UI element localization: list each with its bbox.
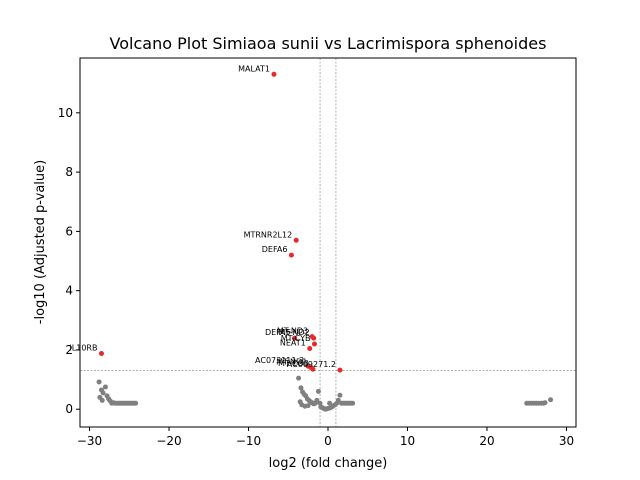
x-axis: −30 −20 −10 0 10 20 30 — [77, 427, 574, 448]
x-tick-label: −10 — [236, 434, 261, 448]
nonsignificant-point — [337, 392, 343, 398]
point-label: DEFA5 — [265, 328, 291, 337]
nonsignificant-point — [296, 375, 302, 381]
x-tick-label: 0 — [324, 434, 332, 448]
y-tick-label: 4 — [65, 284, 73, 298]
y-tick-label: 10 — [58, 106, 73, 120]
point-label: DEFA6 — [262, 245, 288, 254]
significant-point — [292, 335, 298, 341]
point-label: IL10RB — [69, 343, 97, 352]
significant-point — [293, 237, 299, 243]
point-label: MTRNR2L12 — [244, 230, 293, 239]
significant-point — [307, 345, 313, 351]
nonsignificant-point — [305, 403, 311, 409]
significant-point — [98, 350, 104, 356]
significant-point — [288, 252, 294, 258]
x-tick-label: −20 — [156, 434, 181, 448]
point-label: AC073111.3 — [255, 356, 304, 365]
point-label: NEAT1 — [280, 338, 306, 347]
nonsignificant-point — [314, 397, 320, 403]
significant-point — [310, 366, 316, 372]
nonsignificant-point — [102, 384, 108, 390]
point-label: MT-CO3 — [278, 359, 309, 368]
x-axis-label: log2 (fold change) — [269, 456, 388, 471]
y-axis: 0 2 4 6 8 10 — [58, 106, 80, 416]
x-tick-label: 10 — [400, 434, 415, 448]
nonsignificant-point — [133, 400, 139, 406]
y-tick-label: 8 — [65, 165, 73, 179]
significant-point — [271, 71, 277, 77]
nonsignificant-point — [298, 385, 304, 391]
chart-title: Volcano Plot Simiaoa sunii vs Lacrimispo… — [110, 34, 547, 53]
nonsignificant-point — [96, 379, 102, 385]
point-label: MT-ND2 — [279, 328, 310, 337]
nonsignificant-point — [99, 397, 105, 403]
nonsignificant-point — [100, 390, 106, 396]
nonsignificant-point — [315, 388, 321, 394]
x-tick-label: 30 — [559, 434, 574, 448]
nonsignificant-point — [548, 397, 554, 403]
plot-area: MALAT1 MTRNR2L12 DEFA6 IL10RB MT-ND3MT-ND2DE… — [69, 58, 576, 427]
y-axis-label: -log10 (Adjusted p-value) — [33, 160, 48, 324]
y-tick-label: 0 — [65, 402, 73, 416]
nonsignificant-point — [335, 397, 341, 403]
nonsignificant-point — [327, 400, 333, 406]
x-tick-label: −30 — [77, 434, 102, 448]
point-label: AC009271.2 — [287, 360, 336, 369]
nonsignificant-point — [542, 400, 548, 406]
point-label: MT-ND3 — [277, 327, 308, 336]
point-label: MT-ND1 — [276, 358, 307, 367]
significant-point — [337, 367, 343, 373]
significant-point — [311, 341, 317, 347]
significant-point — [311, 335, 317, 341]
plot-frame — [79, 57, 577, 428]
point-label: MT-CYB — [281, 334, 311, 343]
y-tick-label: 6 — [65, 224, 73, 238]
nonsignificant-point — [350, 400, 356, 406]
x-tick-label: 20 — [479, 434, 494, 448]
point-label: MALAT1 — [238, 64, 270, 73]
y-tick-label: 2 — [65, 343, 73, 357]
